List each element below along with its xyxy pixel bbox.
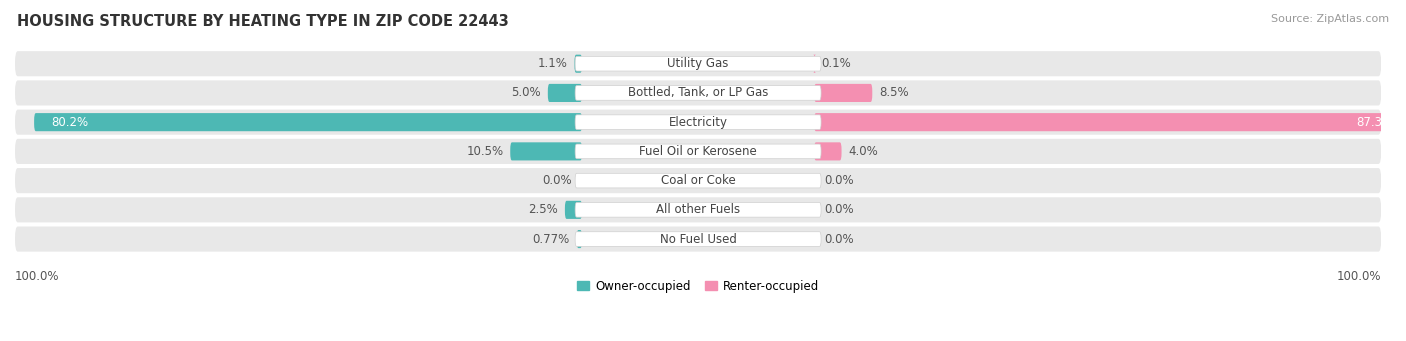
Text: 0.0%: 0.0%: [824, 174, 853, 187]
FancyBboxPatch shape: [15, 80, 1381, 105]
FancyBboxPatch shape: [575, 144, 821, 159]
Text: 1.1%: 1.1%: [537, 57, 568, 70]
Text: 80.2%: 80.2%: [51, 116, 89, 129]
FancyBboxPatch shape: [34, 113, 582, 131]
FancyBboxPatch shape: [814, 142, 842, 161]
Text: Source: ZipAtlas.com: Source: ZipAtlas.com: [1271, 14, 1389, 24]
FancyBboxPatch shape: [15, 226, 1381, 252]
Text: Coal or Coke: Coal or Coke: [661, 174, 735, 187]
Text: Utility Gas: Utility Gas: [668, 57, 728, 70]
Text: 87.3%: 87.3%: [1357, 116, 1393, 129]
FancyBboxPatch shape: [15, 139, 1381, 164]
FancyBboxPatch shape: [576, 230, 582, 248]
Text: Fuel Oil or Kerosene: Fuel Oil or Kerosene: [640, 145, 756, 158]
FancyBboxPatch shape: [575, 203, 821, 217]
FancyBboxPatch shape: [575, 173, 821, 188]
Text: 0.77%: 0.77%: [533, 233, 569, 246]
Text: 0.1%: 0.1%: [821, 57, 852, 70]
Text: 0.0%: 0.0%: [824, 233, 853, 246]
FancyBboxPatch shape: [548, 84, 582, 102]
Text: All other Fuels: All other Fuels: [657, 203, 740, 216]
Text: Bottled, Tank, or LP Gas: Bottled, Tank, or LP Gas: [628, 86, 768, 100]
Legend: Owner-occupied, Renter-occupied: Owner-occupied, Renter-occupied: [578, 280, 818, 293]
FancyBboxPatch shape: [575, 115, 821, 130]
Text: 4.0%: 4.0%: [848, 145, 879, 158]
FancyBboxPatch shape: [813, 55, 815, 73]
Text: 2.5%: 2.5%: [529, 203, 558, 216]
Text: HOUSING STRUCTURE BY HEATING TYPE IN ZIP CODE 22443: HOUSING STRUCTURE BY HEATING TYPE IN ZIP…: [17, 14, 509, 29]
Text: 10.5%: 10.5%: [467, 145, 503, 158]
FancyBboxPatch shape: [575, 55, 582, 73]
FancyBboxPatch shape: [15, 197, 1381, 222]
Text: 8.5%: 8.5%: [879, 86, 908, 100]
Text: 100.0%: 100.0%: [1337, 270, 1381, 283]
FancyBboxPatch shape: [814, 84, 872, 102]
FancyBboxPatch shape: [15, 109, 1381, 135]
Text: Electricity: Electricity: [669, 116, 727, 129]
FancyBboxPatch shape: [565, 201, 582, 219]
FancyBboxPatch shape: [15, 51, 1381, 76]
Text: 0.0%: 0.0%: [543, 174, 572, 187]
FancyBboxPatch shape: [814, 113, 1406, 131]
FancyBboxPatch shape: [15, 168, 1381, 193]
Text: 0.0%: 0.0%: [824, 203, 853, 216]
FancyBboxPatch shape: [575, 86, 821, 100]
FancyBboxPatch shape: [575, 232, 821, 246]
Text: 100.0%: 100.0%: [15, 270, 59, 283]
FancyBboxPatch shape: [575, 56, 821, 71]
Text: 5.0%: 5.0%: [512, 86, 541, 100]
Text: No Fuel Used: No Fuel Used: [659, 233, 737, 246]
FancyBboxPatch shape: [510, 142, 582, 161]
